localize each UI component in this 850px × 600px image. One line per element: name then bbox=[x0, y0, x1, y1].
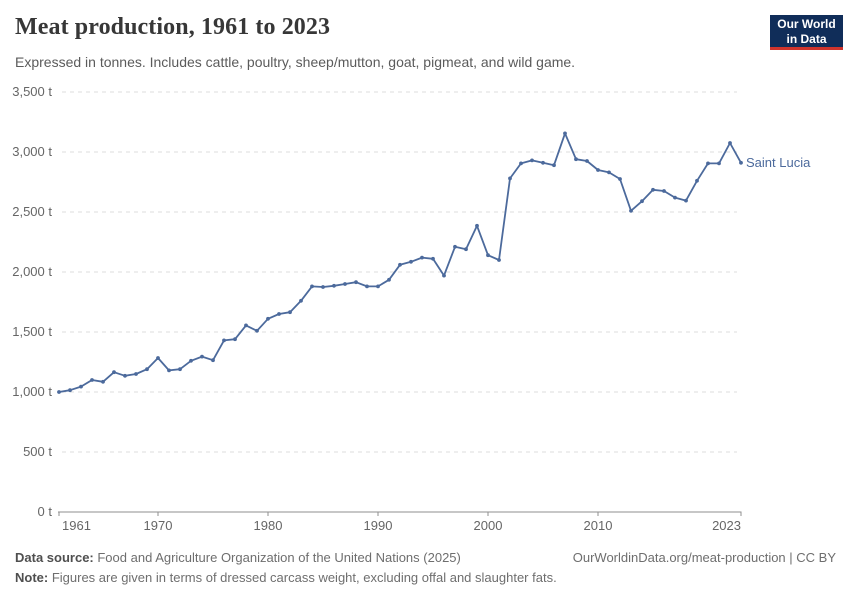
data-point bbox=[420, 255, 424, 260]
y-axis-tick-label: 500 t bbox=[23, 444, 52, 459]
x-axis-tick-label: 2023 bbox=[712, 518, 741, 533]
data-source-value: Food and Agriculture Organization of the… bbox=[93, 550, 461, 565]
data-point bbox=[145, 367, 149, 372]
data-point bbox=[695, 178, 699, 183]
data-point bbox=[739, 160, 743, 165]
y-axis-tick-label: 2,500 t bbox=[12, 204, 52, 219]
data-point bbox=[684, 198, 688, 203]
data-point bbox=[563, 131, 567, 136]
x-axis-tick-label: 2010 bbox=[583, 518, 613, 533]
data-point bbox=[277, 312, 281, 316]
data-point bbox=[57, 390, 61, 394]
data-point bbox=[244, 323, 248, 328]
data-point bbox=[178, 367, 182, 372]
data-point bbox=[398, 262, 402, 267]
data-point bbox=[541, 160, 545, 165]
data-point bbox=[211, 358, 215, 363]
y-axis-tick-label: 2,000 t bbox=[12, 264, 52, 279]
data-point bbox=[728, 141, 732, 145]
x-axis-tick-label: 1970 bbox=[143, 518, 173, 533]
owid-logo-line1: Our World bbox=[777, 17, 836, 31]
y-axis-tick-label: 0 t bbox=[37, 504, 52, 519]
data-point bbox=[651, 187, 655, 192]
owid-logo-line2: in Data bbox=[786, 32, 827, 46]
data-point bbox=[530, 158, 534, 163]
chart-title: Meat production, 1961 to 2023 bbox=[15, 14, 331, 40]
data-point bbox=[134, 372, 138, 376]
owid-url-text: OurWorldinData.org/meat-production | CC … bbox=[572, 550, 836, 565]
data-point bbox=[552, 163, 556, 168]
data-point bbox=[464, 247, 468, 252]
y-axis-tick-label: 3,000 t bbox=[12, 144, 52, 159]
owid-logo-text: Our World in Data bbox=[770, 15, 843, 47]
data-point bbox=[442, 273, 446, 278]
x-axis-tick-label: 1990 bbox=[363, 518, 393, 533]
data-point bbox=[200, 354, 204, 359]
x-axis-tick-label: 1980 bbox=[253, 518, 283, 533]
data-point bbox=[233, 337, 237, 342]
data-point bbox=[607, 170, 611, 175]
y-axis-tick-label: 1,000 t bbox=[12, 384, 52, 399]
data-point bbox=[640, 199, 644, 204]
data-point bbox=[409, 259, 413, 264]
owid-logo: Our World in Data bbox=[770, 15, 843, 50]
series-label-saint-lucia: Saint Lucia bbox=[746, 154, 811, 170]
data-point bbox=[222, 338, 226, 343]
data-point bbox=[486, 253, 490, 258]
data-point bbox=[574, 157, 578, 162]
footer-source-row: Data source: Food and Agriculture Organi… bbox=[15, 548, 836, 568]
data-point bbox=[453, 244, 457, 249]
data-point bbox=[90, 378, 94, 382]
x-axis-tick-label: 1961 bbox=[62, 518, 91, 533]
data-point bbox=[662, 189, 666, 193]
data-point bbox=[156, 356, 160, 360]
data-source-label: Data source: bbox=[15, 550, 94, 565]
data-point bbox=[387, 277, 391, 282]
data-point bbox=[585, 159, 589, 163]
data-point bbox=[112, 370, 116, 375]
data-point bbox=[288, 310, 292, 315]
chart-footer: Data source: Food and Agriculture Organi… bbox=[15, 548, 836, 588]
data-point bbox=[266, 316, 270, 321]
data-point bbox=[101, 379, 105, 384]
data-point bbox=[596, 168, 600, 172]
data-point bbox=[332, 283, 336, 288]
data-point bbox=[321, 285, 325, 289]
data-point bbox=[475, 223, 479, 228]
footer-note-row: Note: Figures are given in terms of dres… bbox=[15, 568, 836, 588]
data-point bbox=[629, 208, 633, 213]
y-axis-tick-label: 1,500 t bbox=[12, 324, 52, 339]
note-value: Figures are given in terms of dressed ca… bbox=[48, 570, 557, 585]
data-point bbox=[79, 384, 83, 389]
note-label: Note: bbox=[15, 570, 49, 585]
data-point bbox=[706, 161, 710, 166]
data-point bbox=[299, 298, 303, 303]
data-source-text: Data source: Food and Agriculture Organi… bbox=[15, 548, 461, 568]
data-point bbox=[618, 177, 622, 181]
data-point bbox=[343, 282, 347, 286]
data-point bbox=[431, 256, 435, 261]
data-point bbox=[310, 284, 314, 289]
chart-subtitle: Expressed in tonnes. Includes cattle, po… bbox=[15, 54, 576, 70]
data-point bbox=[365, 284, 369, 289]
data-point bbox=[123, 373, 127, 378]
data-point bbox=[508, 176, 512, 181]
data-point bbox=[717, 161, 721, 166]
data-point bbox=[354, 280, 358, 285]
x-axis-tick-label: 2000 bbox=[473, 518, 503, 533]
data-point bbox=[519, 161, 523, 166]
data-point bbox=[167, 368, 171, 373]
owid-logo-stripe bbox=[770, 47, 843, 50]
data-point bbox=[189, 358, 193, 363]
data-point bbox=[376, 284, 380, 289]
data-point bbox=[673, 195, 677, 200]
data-point bbox=[68, 388, 72, 393]
data-point bbox=[255, 328, 259, 333]
y-axis-tick-label: 3,500 t bbox=[12, 84, 52, 99]
data-point bbox=[497, 258, 501, 262]
